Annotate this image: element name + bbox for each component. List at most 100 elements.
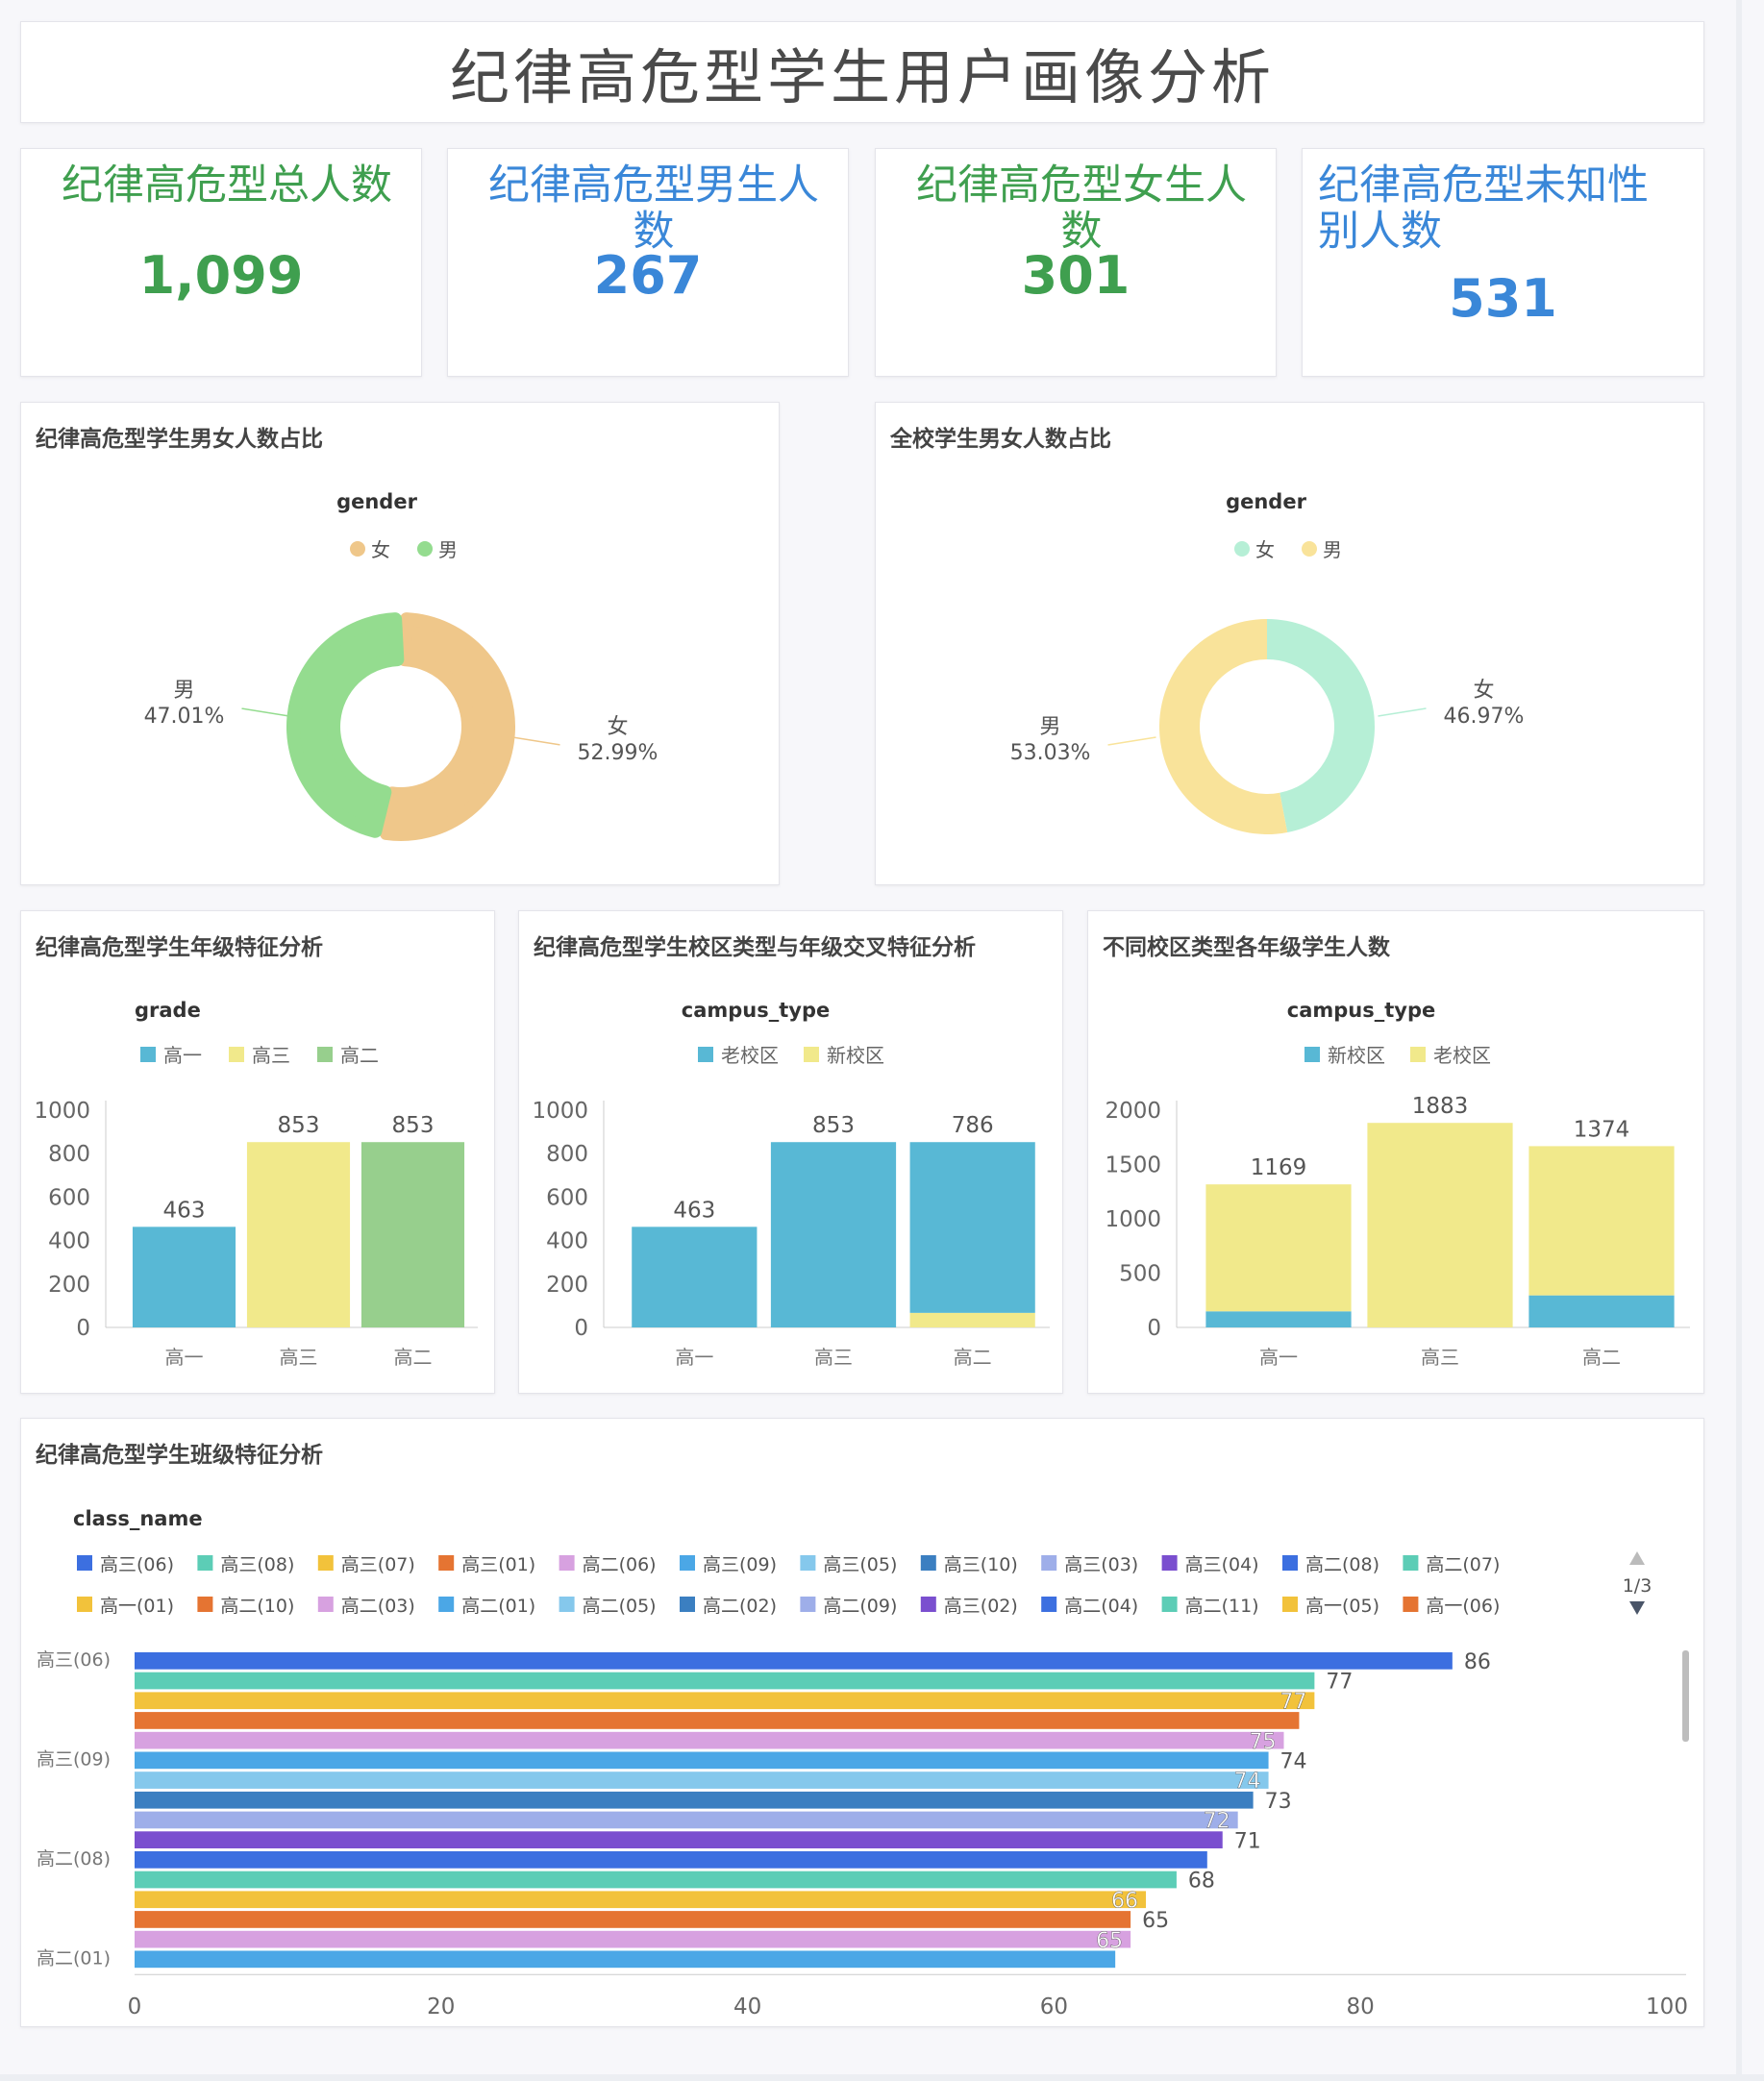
- bar-value-label: 71: [1234, 1829, 1261, 1853]
- class-panel: 纪律高危型学生班级特征分析 class_name 高三(06) 高三(08) 高三(…: [20, 1418, 1704, 2027]
- legend-label-女: 女: [371, 538, 390, 561]
- legend-swatch-高一: [140, 1047, 156, 1062]
- legend-swatch-高二(03): [317, 1597, 334, 1612]
- bar-高一: [132, 1226, 236, 1327]
- pie-label-percent-男: 47.01%: [144, 705, 225, 729]
- bar-高二(07): [135, 1870, 1177, 1889]
- legend-label-高三: 高三: [252, 1044, 290, 1067]
- page-scrollbar-track[interactable]: [1736, 0, 1742, 2081]
- legend-label-高一(05): 高一(05): [1305, 1596, 1379, 1617]
- legend-label-高三(05): 高三(05): [823, 1554, 897, 1575]
- grade-bar-chart: grade 高一 高三 高二02004006008001000高一463高三853高…: [34, 999, 478, 1369]
- y-tick-label: 高二(08): [37, 1848, 111, 1870]
- x-tick-label: 高三: [280, 1346, 318, 1369]
- panel-title: 纪律高危型学生班级特征分析: [36, 1443, 323, 1468]
- y-tick-label: 200: [546, 1273, 588, 1298]
- gender-school-panel: 全校学生男女人数占比 gender 女男女 46.97% 男 53.03%: [875, 402, 1704, 885]
- legend-label-高二(10): 高二(10): [220, 1596, 294, 1617]
- bar-value-label: 853: [278, 1113, 320, 1138]
- pie-label-name-男: 男: [174, 679, 195, 703]
- pie-slice-女: [1267, 619, 1375, 832]
- y-tick-label: 高二(01): [37, 1948, 111, 1970]
- y-tick-label: 800: [48, 1142, 90, 1167]
- kpi-label-male: 纪律高危型男生人数: [488, 161, 819, 256]
- bar-高一(01): [135, 1891, 1147, 1909]
- y-tick-label: 600: [48, 1185, 90, 1210]
- chart-scrollbar-thumb[interactable]: [1682, 1650, 1689, 1742]
- x-tick-label: 20: [427, 1994, 455, 2019]
- legend-title: campus_type: [1287, 999, 1436, 1022]
- bar-value-label: 65: [1142, 1909, 1169, 1933]
- legend-page-down-icon[interactable]: [1629, 1601, 1645, 1615]
- pie-leader-line-男: [1107, 736, 1156, 746]
- pie-label-name-女: 女: [607, 715, 628, 739]
- bar-高三(09): [135, 1751, 1269, 1770]
- legend-swatch-高二(09): [800, 1597, 816, 1612]
- bar-value-label: 65: [1096, 1929, 1123, 1953]
- legend-label-高二(07): 高二(07): [1426, 1554, 1500, 1575]
- legend-label-高三(08): 高三(08): [220, 1554, 294, 1575]
- kpi-value-female: 301: [1021, 245, 1130, 306]
- y-tick-label: 600: [546, 1185, 588, 1210]
- x-tick-label: 高二: [954, 1346, 992, 1369]
- bar-value-label: 1169: [1251, 1155, 1307, 1180]
- bar-新校区-高一: [1205, 1311, 1352, 1327]
- x-tick-label: 高三: [1421, 1346, 1459, 1369]
- legend-label-高二(04): 高二(04): [1064, 1596, 1138, 1617]
- bar-老校区-高三: [1367, 1123, 1513, 1327]
- bar-value-label: 853: [392, 1113, 435, 1138]
- legend-label-高一(06): 高一(06): [1426, 1596, 1500, 1617]
- class-bar-chart: class_name 高三(06) 高三(08) 高三(07) 高三(01) 高二(06…: [37, 1507, 1689, 2019]
- legend-swatch-老校区: [1410, 1047, 1426, 1062]
- legend-label-高三(01): 高三(01): [461, 1554, 535, 1575]
- x-tick-label: 60: [1040, 1994, 1068, 2019]
- y-tick-label: 500: [1119, 1262, 1161, 1287]
- legend-label-高三(07): 高三(07): [341, 1554, 415, 1575]
- bar-value-label: 73: [1265, 1790, 1292, 1814]
- y-tick-label: 2000: [1105, 1099, 1161, 1124]
- bar-高三(08): [135, 1672, 1315, 1690]
- bar-老校区-高一: [632, 1226, 758, 1327]
- pie-leader-line-女: [511, 736, 560, 746]
- legend-label-女: 女: [1255, 538, 1275, 561]
- bar-高二: [360, 1142, 465, 1327]
- pie-slice-女: [379, 612, 515, 841]
- y-tick-label: 1000: [34, 1099, 90, 1124]
- bar-高三(07): [135, 1692, 1315, 1710]
- legend-swatch-新校区: [1304, 1047, 1320, 1062]
- kpi-label-total: 纪律高危型总人数: [62, 161, 392, 210]
- panel-title: 全校学生男女人数占比: [890, 427, 1111, 452]
- legend-swatch-高三: [229, 1047, 244, 1062]
- bar-高三(01): [135, 1712, 1300, 1729]
- bottom-divider: [0, 2074, 1764, 2081]
- legend-swatch-高三(07): [317, 1555, 334, 1571]
- legend-label-高二(08): 高二(08): [1305, 1554, 1379, 1575]
- kpi-value-male: 267: [593, 245, 703, 306]
- bar-value-label: 72: [1204, 1810, 1230, 1834]
- legend-label-高二(05): 高二(05): [583, 1596, 657, 1617]
- gender-school-chart: gender 女男女46.97%男53.03%: [1010, 490, 1524, 834]
- x-tick-label: 高一: [675, 1346, 713, 1369]
- page-title-card: 纪律高危型学生用户画像分析: [20, 21, 1704, 123]
- legend-title: class_name: [73, 1507, 203, 1530]
- bar-value-label: 74: [1280, 1750, 1307, 1774]
- legend-page-indicator: 1/3: [1623, 1575, 1652, 1597]
- legend-label-高三(02): 高三(02): [944, 1596, 1018, 1617]
- bar-value-label: 786: [952, 1113, 994, 1138]
- kpi-card-unknown: 纪律高危型未知性别人数 531: [1302, 148, 1704, 377]
- legend-title: gender: [1226, 490, 1307, 513]
- legend-label-高二(09): 高二(09): [823, 1596, 897, 1617]
- legend-swatch-高二: [317, 1047, 333, 1062]
- legend-swatch-高二(11): [1161, 1597, 1178, 1612]
- bar-value-label: 463: [163, 1198, 206, 1223]
- legend-swatch-女: [350, 541, 365, 557]
- legend-page-up-icon[interactable]: [1629, 1551, 1645, 1565]
- legend-label-高二(03): 高二(03): [341, 1596, 415, 1617]
- legend-swatch-高三(02): [920, 1597, 936, 1612]
- legend-swatch-高二(10): [197, 1597, 213, 1612]
- legend-label-新校区: 新校区: [827, 1044, 884, 1067]
- bar-value-label: 68: [1188, 1870, 1215, 1894]
- y-tick-label: 800: [546, 1142, 588, 1167]
- bar-value-label: 86: [1464, 1650, 1491, 1674]
- kpi-value-total: 1,099: [138, 245, 304, 306]
